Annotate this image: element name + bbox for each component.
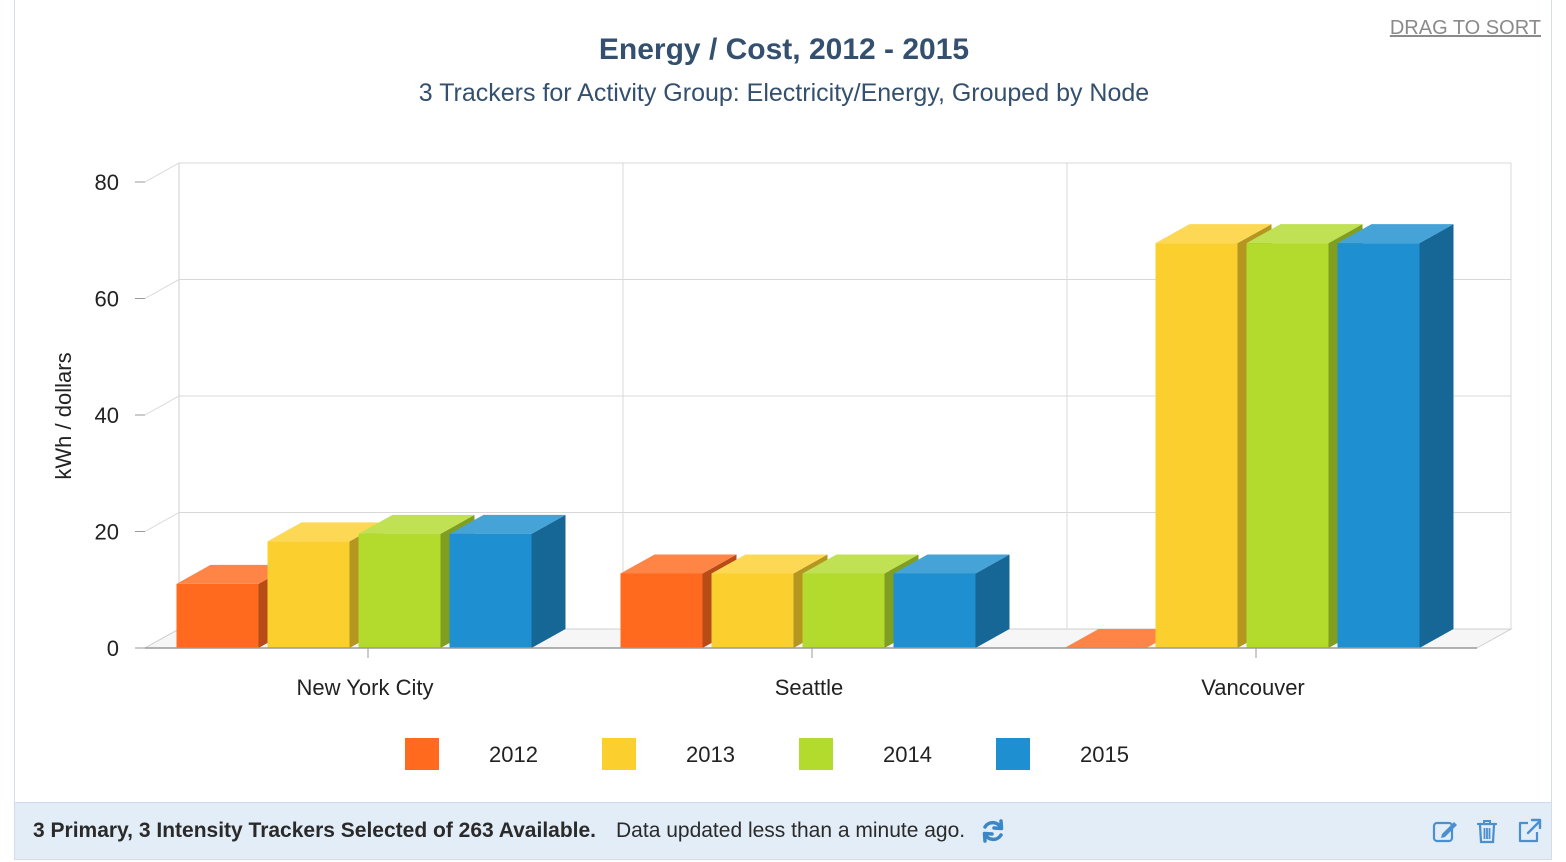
legend-label: 2013 (686, 742, 735, 767)
gridline (144, 162, 1511, 183)
legend-swatch (996, 738, 1030, 770)
tracker-summary: 3 Primary, 3 Intensity Trackers Selected… (33, 819, 597, 842)
footer-actions (1431, 817, 1543, 845)
drag-to-sort-link[interactable]: DRAG TO SORT (1389, 17, 1541, 39)
axes: 0 20 40 60 80 New York City Seattle Vancouver (95, 170, 1477, 700)
legend-swatch (799, 738, 833, 770)
bar-seattle-2012[interactable] (620, 554, 737, 648)
refresh-icon[interactable] (979, 817, 1007, 845)
legend: 2012 2013 2014 2015 (405, 738, 1129, 770)
legend-label: 2012 (489, 742, 538, 767)
legend-swatch (602, 738, 636, 770)
bar-new-york-city-2015[interactable] (449, 514, 566, 648)
update-status: Data updated less than a minute ago. (616, 819, 966, 842)
trash-icon[interactable] (1473, 817, 1501, 845)
external-link-icon[interactable] (1515, 817, 1543, 845)
legend-item-2014[interactable]: 2014 (799, 738, 932, 770)
bar-seattle-2015[interactable] (893, 554, 1010, 648)
chart: Energy / Cost, 2012 - 2015 3 Trackers fo… (51, 33, 1513, 770)
legend-label: 2014 (883, 742, 932, 767)
x-tick-label: Seattle (775, 675, 844, 700)
legend-item-2015[interactable]: 2015 (996, 738, 1129, 770)
edit-icon[interactable] (1431, 817, 1459, 845)
y-tick-label: 80 (95, 170, 119, 195)
y-tick-label: 0 (107, 636, 119, 661)
legend-swatch (405, 738, 439, 770)
y-axis-label: kWh / dollars (51, 352, 76, 479)
chart-subtitle: 3 Trackers for Activity Group: Electrici… (419, 79, 1149, 107)
y-tick-label: 20 (95, 520, 119, 545)
x-tick-label: Vancouver (1201, 675, 1305, 700)
y-tick-label: 40 (95, 403, 119, 428)
x-tick-label: New York City (297, 675, 434, 700)
bar-vancouver-2015[interactable] (1337, 224, 1454, 648)
chart-title: Energy / Cost, 2012 - 2015 (599, 33, 969, 66)
widget-footer: 3 Primary, 3 Intensity Trackers Selected… (15, 802, 1551, 859)
legend-item-2013[interactable]: 2013 (602, 738, 735, 770)
legend-item-2012[interactable]: 2012 (405, 738, 538, 770)
bars (176, 224, 1454, 648)
chart-widget: DRAG TO SORT Energy / Cost, 2012 - 2015 … (14, 0, 1552, 860)
bar-vancouver-2012[interactable] (1064, 629, 1181, 648)
legend-label: 2015 (1080, 742, 1129, 767)
y-tick-label: 60 (95, 287, 119, 312)
